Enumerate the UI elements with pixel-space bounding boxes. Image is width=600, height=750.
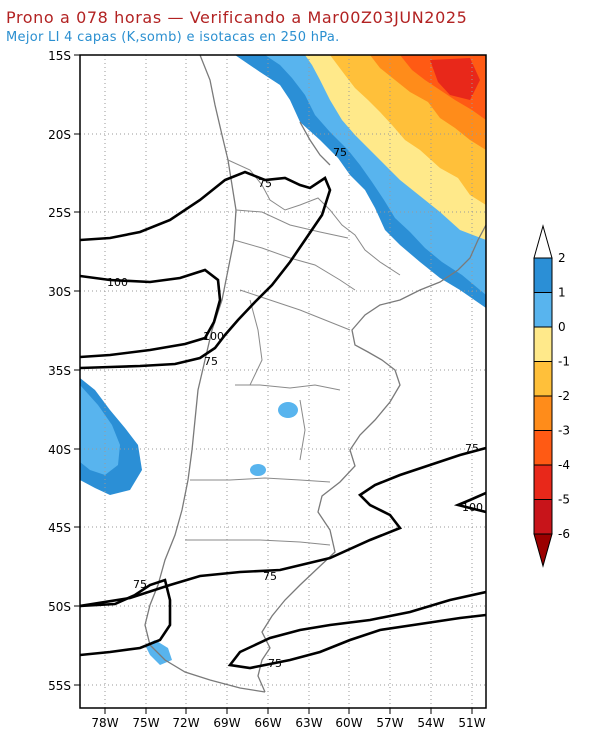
map-frame bbox=[79, 54, 487, 709]
map-title: Prono a 078 horas — Verificando a Mar00Z… bbox=[6, 8, 468, 27]
colorbar-tick-label: -1 bbox=[558, 355, 570, 369]
colorbar: 2 1 0 -1 -2 -3 -4 -5 -6 bbox=[533, 224, 570, 568]
map-area: 75 75 100 100 75 75 100 75 75 75 bbox=[80, 55, 486, 708]
isotach-labels: 75 75 100 100 75 75 100 75 75 75 bbox=[107, 146, 483, 670]
isotach-label: 75 bbox=[465, 442, 479, 455]
colorbar-under-arrow bbox=[533, 533, 553, 568]
colorbar-tick-label: -3 bbox=[558, 424, 570, 438]
isotach-label: 75 bbox=[258, 177, 272, 190]
colorbar-tick-label: 2 bbox=[558, 251, 566, 265]
lat-label: 35S bbox=[48, 364, 71, 378]
li-shade-pacific-0 bbox=[80, 385, 120, 475]
lon-label: 51W bbox=[458, 716, 485, 730]
lat-labels: 15S 20S 25S 30S 35S 40S 45S 50S 55S bbox=[48, 49, 71, 693]
lon-label: 54W bbox=[417, 716, 444, 730]
lon-label: 60W bbox=[335, 716, 362, 730]
isotach-label: 100 bbox=[462, 501, 483, 514]
colorbar-tick-label: -5 bbox=[558, 493, 570, 507]
lake-shade-2 bbox=[250, 464, 266, 476]
isotach-100-north bbox=[80, 268, 222, 359]
isotach-label: 100 bbox=[203, 330, 224, 343]
lon-label: 75W bbox=[132, 716, 159, 730]
isotach-label: 100 bbox=[107, 276, 128, 289]
lat-label: 45S bbox=[48, 521, 71, 535]
colorbar-tick-label: 1 bbox=[558, 286, 566, 300]
isotach-label: 75 bbox=[263, 570, 277, 583]
colorbar-tick-label: -2 bbox=[558, 389, 570, 403]
colorbar-box bbox=[533, 257, 553, 293]
isotach-label: 75 bbox=[268, 657, 282, 670]
lat-label: 15S bbox=[48, 49, 71, 63]
colorbar-tick-label: -6 bbox=[558, 527, 570, 541]
lat-label: 25S bbox=[48, 206, 71, 220]
colorbar-tick-label: -4 bbox=[558, 458, 570, 472]
li-shade-neg5 bbox=[430, 58, 480, 100]
isotach-75-central bbox=[227, 590, 486, 670]
colorbar-box bbox=[533, 464, 553, 500]
isotachs bbox=[80, 170, 486, 670]
colorbar-boxes bbox=[533, 257, 553, 535]
lat-label: 50S bbox=[48, 600, 71, 614]
lon-label: 57W bbox=[376, 716, 403, 730]
isotach-label: 75 bbox=[133, 578, 147, 591]
colorbar-over-arrow bbox=[533, 224, 553, 259]
colorbar-box bbox=[533, 395, 553, 431]
lon-label: 72W bbox=[172, 716, 199, 730]
colorbar-box bbox=[533, 361, 553, 397]
colorbar-labels: 2 1 0 -1 -2 -3 -4 -5 -6 bbox=[558, 251, 570, 541]
lon-label: 63W bbox=[295, 716, 322, 730]
lat-label: 55S bbox=[48, 679, 71, 693]
lon-label: 66W bbox=[254, 716, 281, 730]
colorbar-box bbox=[533, 326, 553, 362]
colorbar-box bbox=[533, 430, 553, 466]
colorbar-box bbox=[533, 499, 553, 535]
isotach-label: 75 bbox=[333, 146, 347, 159]
lat-label: 20S bbox=[48, 128, 71, 142]
borders bbox=[185, 159, 401, 546]
axis-ticks bbox=[74, 54, 473, 714]
isotach-75-north bbox=[80, 170, 332, 370]
isotach-75-mid bbox=[80, 446, 486, 608]
isotach-100-southeast bbox=[453, 491, 486, 514]
lake-shade-1 bbox=[278, 402, 298, 418]
map-subtitle: Mejor LI 4 capas (K,somb) e isotacas en … bbox=[6, 30, 340, 45]
coastlines bbox=[144, 55, 486, 693]
lat-label: 40S bbox=[48, 443, 71, 457]
lon-label: 78W bbox=[91, 716, 118, 730]
colorbar-box bbox=[533, 292, 553, 328]
isotach-label: 75 bbox=[204, 355, 218, 368]
lon-label: 69W bbox=[213, 716, 240, 730]
map-grid bbox=[80, 55, 486, 708]
lat-label: 30S bbox=[48, 285, 71, 299]
lon-labels: 78W 75W 72W 69W 66W 63W 60W 57W 54W 51W bbox=[91, 716, 485, 730]
colorbar-tick-label: 0 bbox=[558, 320, 566, 334]
